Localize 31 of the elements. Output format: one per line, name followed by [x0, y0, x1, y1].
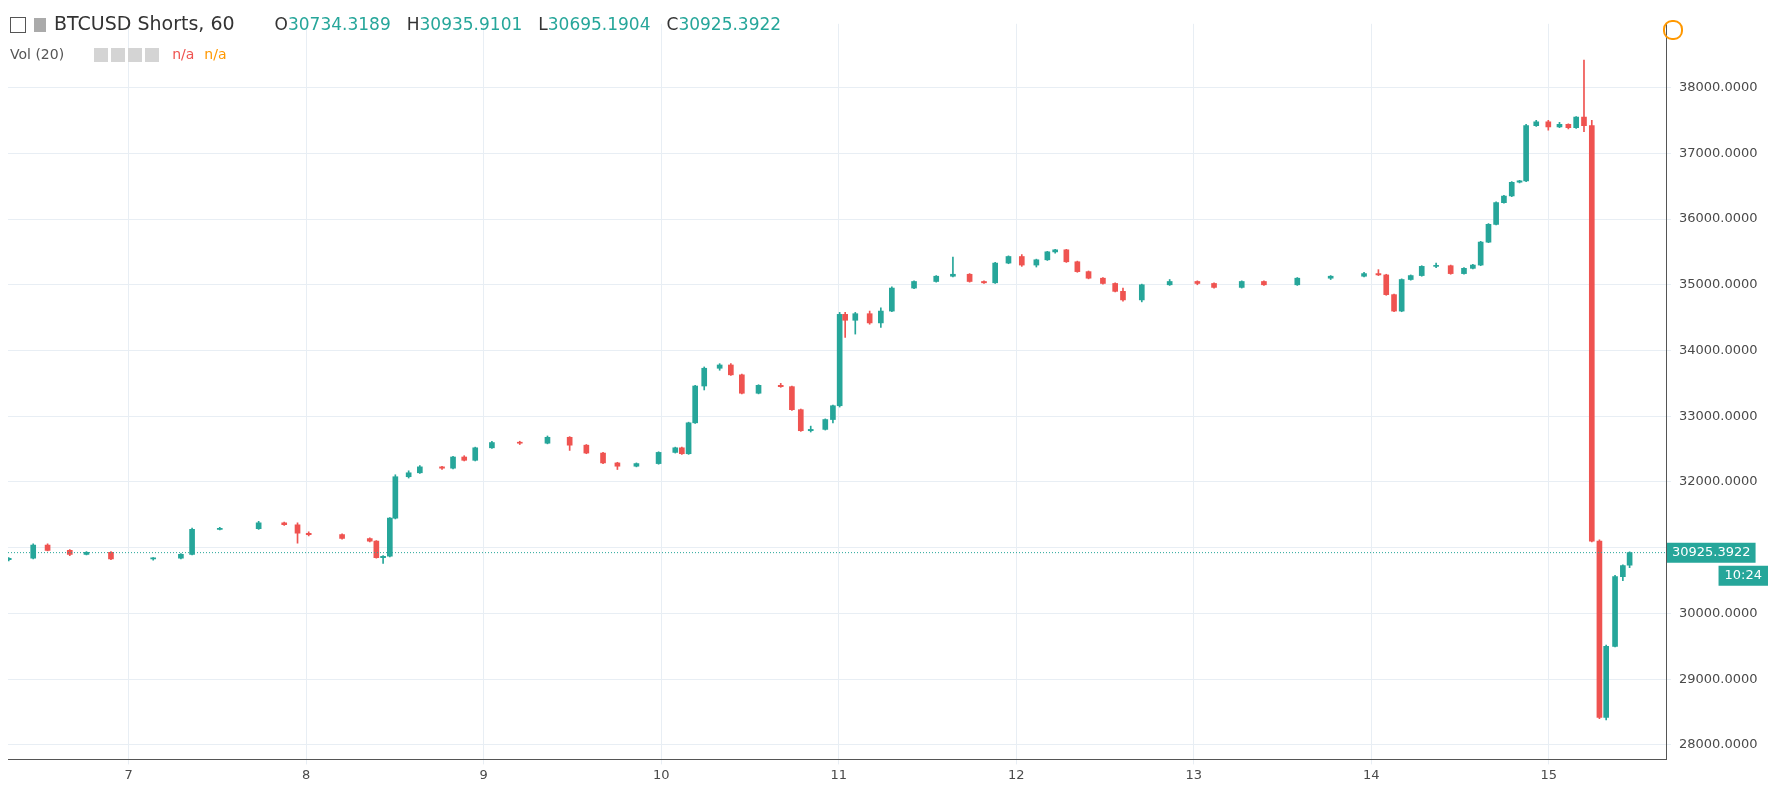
y-tick-label: 36000.0000: [1679, 210, 1758, 226]
annotation: n/a: [172, 46, 195, 62]
x-tick-label: 11: [830, 766, 848, 782]
y-tick-label: 34000.0000: [1679, 341, 1758, 357]
annotation: H30935.9101: [406, 14, 523, 34]
y-tick-label: 35000.0000: [1679, 276, 1758, 292]
y-tick-label: 33000.0000: [1679, 407, 1758, 423]
y-tick-label: 32000.0000: [1679, 473, 1758, 489]
annotation: n/a: [204, 46, 227, 62]
x-tick-label: 9: [479, 766, 488, 782]
y-tick-label: 38000.0000: [1679, 78, 1758, 94]
ref-line-label: 30925.3922: [1672, 544, 1751, 560]
annotation: Vol (20): [10, 46, 65, 62]
x-tick-label: 15: [1540, 766, 1558, 782]
annotation: C30925.3922: [666, 14, 782, 34]
text: 10:24: [1724, 567, 1762, 583]
x-tick-label: 13: [1185, 766, 1203, 782]
y-tick-label: 37000.0000: [1679, 144, 1758, 160]
x-tick-label: 10: [652, 766, 670, 782]
x-tick-label: 14: [1363, 766, 1380, 782]
x-tick-label: 12: [1008, 766, 1025, 782]
x-tick-label: 8: [302, 766, 311, 782]
candlestick: [1581, 59, 1587, 132]
chart-title: BTCUSD Shorts, 60: [54, 12, 235, 34]
y-tick-label: 29000.0000: [1679, 670, 1758, 686]
annotation: L30695.1904: [538, 14, 651, 34]
candlestick: [950, 256, 956, 278]
y-tick-label: 28000.0000: [1679, 736, 1758, 752]
y-tick-label: 30000.0000: [1679, 604, 1758, 620]
annotation: O30734.3189: [274, 14, 391, 34]
x-tick-label: 7: [124, 766, 133, 782]
